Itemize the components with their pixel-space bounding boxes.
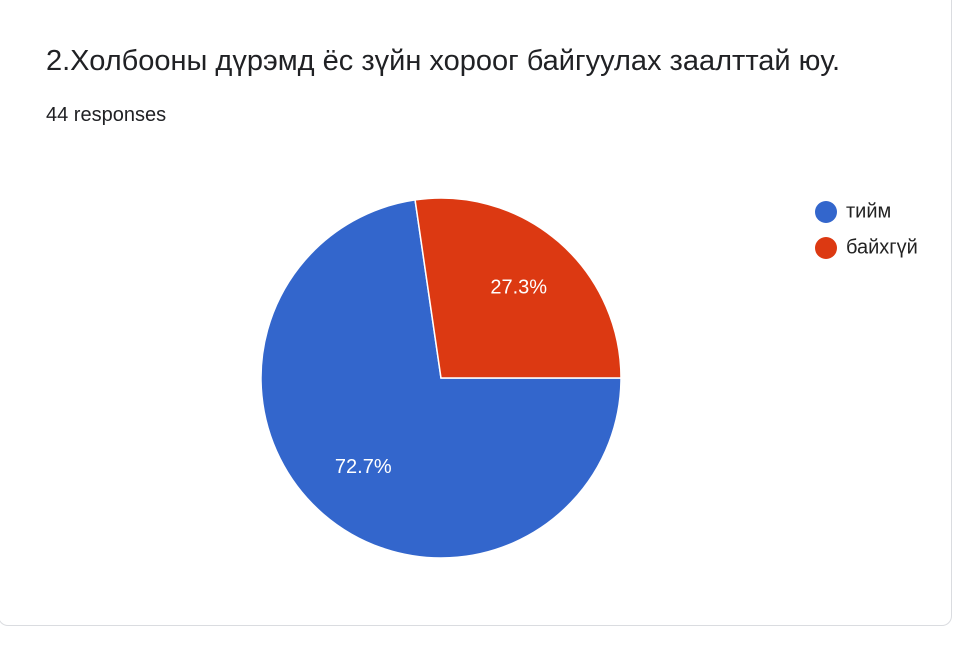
- chart-title: 2.Холбооны дүрэмд ёс зүйн хороог байгуул…: [46, 45, 840, 77]
- pie-slice: [414, 197, 622, 379]
- legend-marker: [815, 237, 837, 259]
- legend-marker: [815, 201, 837, 223]
- legend-label: байхгүй: [846, 236, 918, 258]
- card: [0, 0, 952, 626]
- response-count: 44 responses: [46, 104, 166, 126]
- slice-label: 72.7%: [335, 456, 392, 478]
- legend-label: тийм: [846, 200, 891, 222]
- pie-slice: [260, 199, 622, 559]
- slice-label: 27.3%: [490, 276, 547, 298]
